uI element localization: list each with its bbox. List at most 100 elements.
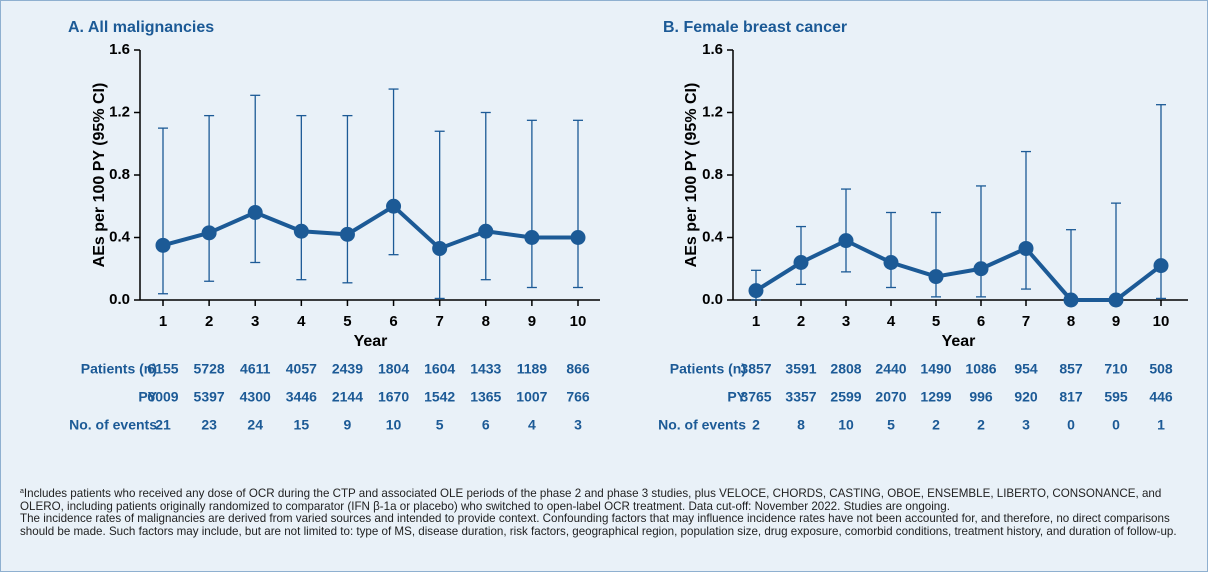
point [973,261,989,277]
table-cell: 1 [1157,417,1165,433]
table-row-label: No. of events [69,417,157,433]
table-cell: 2 [977,417,985,433]
table-cell: 2 [932,417,940,433]
point [838,233,854,249]
point [386,198,402,214]
table-cell: 2 [752,417,760,433]
point [478,223,494,239]
table-cell: 1365 [470,389,501,405]
x-axis-label: Year [354,333,388,350]
table-row-label: Patients (n) [670,361,746,377]
table-cell: 857 [1059,361,1083,377]
table-cell: 2070 [875,389,906,405]
table-cell: 1804 [378,361,409,377]
point [928,269,944,285]
table-cell: 6009 [147,389,178,405]
table-cell: 1086 [965,361,996,377]
series-line [162,204,578,251]
table-cell: 4611 [240,361,271,377]
x-tick-label: 1 [159,313,167,330]
table-cell: 996 [969,389,993,405]
x-tick-label: 4 [297,313,306,330]
y-tick-label: 0.4 [109,228,131,245]
table-cell: 710 [1104,361,1128,377]
y-tick-label: 1.6 [702,41,723,58]
x-tick-label: 5 [343,313,351,330]
footnote-marker: a [20,488,24,495]
table-cell: 3 [574,417,582,433]
table-cell: 5 [887,417,895,433]
table-cell: 23 [201,417,217,433]
x-tick-label: 10 [570,313,587,330]
table-cell: 9 [344,417,352,433]
point [570,230,586,245]
x-tick-label: 3 [842,313,850,330]
point [432,240,448,256]
x-tick-label: 10 [1153,313,1170,330]
table-row-label: PY [138,389,157,405]
x-tick-label: 2 [797,313,805,330]
point [201,225,217,241]
table-cell: 24 [247,417,263,433]
table-cell: 2808 [830,361,861,377]
chart-title: B. Female breast cancer [663,19,847,36]
point [155,237,171,253]
table-cell: 5 [436,417,444,433]
point [1063,292,1079,308]
table-cell: 3357 [785,389,816,405]
table-cell: 2439 [332,361,363,377]
point [247,205,263,220]
table-cell: 1604 [424,361,455,377]
y-tick-label: 1.2 [109,103,130,120]
table-cell: 8 [797,417,805,433]
table-cell: 6 [482,417,490,433]
point [1153,258,1169,274]
table-row-label: PY [727,389,746,405]
table-cell: 3857 [740,361,771,377]
x-tick-label: 8 [1067,313,1075,330]
table-cell: 3446 [286,389,317,405]
y-axis-label: AEs per 100 PY (95% CI) [91,83,108,268]
point [1018,240,1034,256]
x-tick-label: 6 [977,313,985,330]
y-tick-label: 0.8 [109,166,130,183]
table-cell: 1299 [920,389,951,405]
y-tick-label: 0.0 [109,291,130,308]
point [524,230,540,245]
y-tick-label: 1.6 [109,41,130,58]
footnote-text: Includes patients who received any dose … [20,487,1162,513]
table-cell: 1542 [424,389,455,405]
table-cell: 6155 [147,361,178,377]
x-tick-label: 5 [932,313,940,330]
x-axis-label: Year [942,333,976,350]
table-cell: 1007 [516,389,547,405]
point [748,283,764,299]
table-cell: 595 [1104,389,1128,405]
x-tick-label: 9 [1112,313,1120,330]
footnotes: aIncludes patients who received any dose… [20,486,1192,538]
table-cell: 4300 [240,389,271,405]
table-cell: 954 [1014,361,1038,377]
point [1108,292,1124,308]
table-cell: 10 [386,417,402,433]
x-tick-label: 6 [389,313,397,330]
x-tick-label: 8 [482,313,490,330]
table-cell: 817 [1059,389,1083,405]
x-tick-label: 4 [887,313,896,330]
y-tick-label: 0.8 [702,166,723,183]
table-cell: 1189 [517,361,548,377]
table-cell: 5397 [194,389,225,405]
y-tick-label: 0.4 [702,228,724,245]
footnote: The incidence rates of malignancies are … [20,512,1177,538]
point [339,226,355,242]
table-cell: 0 [1067,417,1075,433]
table-cell: 21 [155,417,171,433]
x-tick-label: 9 [528,313,536,330]
table-cell: 3765 [740,389,771,405]
table-cell: 2144 [332,389,363,405]
table-cell: 3591 [785,361,816,377]
table-cell: 4057 [286,361,317,377]
table-cell: 1670 [378,389,409,405]
table-cell: 2599 [830,389,861,405]
